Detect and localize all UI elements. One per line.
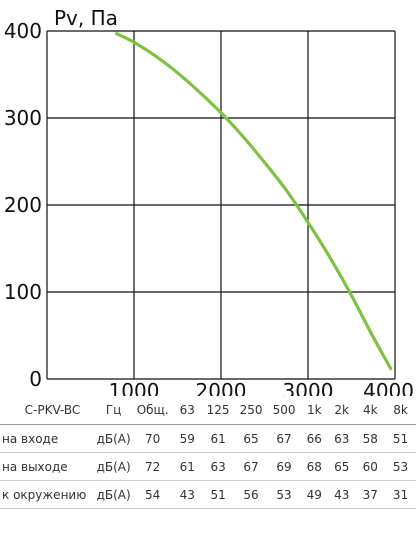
table-cell: 65 [327,452,356,481]
noise-table: C-PKV-BC Гц Общ. 63 125 250 500 1k 2k 4k 8k на вход… [0,396,416,509]
table-column-header: 1k [300,396,328,425]
table-header-row: C-PKV-BC Гц Общ. 63 125 250 500 1k 2k 4k 8k [0,396,416,425]
table-column-header: 4k [355,396,386,425]
table-row: на входе дБ(А) 70 59 61 65 67 66 63 58 51 [0,424,416,453]
table-cell: 61 [173,452,202,481]
table-column-header: Гц [94,396,133,425]
table-cell: 51 [385,424,416,453]
table-cell: 60 [355,452,386,481]
table-column-header: 125 [201,396,235,425]
table-cell: 61 [201,424,235,453]
y-tick-label: 200 [4,193,42,217]
table-cell: 63 [201,452,235,481]
table-cell: 59 [173,424,202,453]
y-axis-label: Pv, Па [54,6,118,30]
row-unit: дБ(А) [94,452,133,481]
table-cell: 53 [385,452,416,481]
series-line [115,32,393,371]
x-tick-label: 4000 [363,379,414,396]
table-cell: 31 [385,480,416,509]
table-column-header: 63 [173,396,202,425]
y-tick-label: 300 [4,106,42,130]
table-cell: 58 [355,424,386,453]
row-unit: дБ(А) [94,480,133,509]
table-cell: 43 [327,480,356,509]
x-tick-label: 1000 [109,379,160,396]
x-tick-label: 3000 [283,379,334,396]
table-cell: 69 [267,452,301,481]
table-column-header: Общ. [132,396,174,425]
y-tick-label: 400 [4,19,42,43]
x-tick-label: 2000 [196,379,247,396]
table-cell: 56 [234,480,268,509]
row-unit: дБ(А) [94,424,133,453]
y-tick-label: 0 [29,367,42,391]
table-column-header: 2k [327,396,356,425]
table-cell: 37 [355,480,386,509]
row-label: на входе [0,424,95,453]
row-label: на выходе [0,452,95,481]
table-model-name: C-PKV-BC [0,396,95,425]
table-cell: 49 [300,480,328,509]
table-row: к окружению дБ(А) 54 43 51 56 53 49 43 37 31 [0,480,416,509]
table-cell: 54 [132,480,174,509]
table-row: на выходе дБ(А) 72 61 63 67 69 68 65 60 53 [0,452,416,481]
table-column-header: 500 [267,396,301,425]
table-column-header: 8k [385,396,416,425]
chart-series [115,32,393,371]
table-column-header: 250 [234,396,268,425]
table-cell: 70 [132,424,174,453]
tick-labels: 0 100 200 300 400 1000 2000 3000 4000 [4,19,414,396]
table-cell: 63 [327,424,356,453]
chart-grid [46,30,396,380]
table-cell: 68 [300,452,328,481]
table-cell: 72 [132,452,174,481]
table-cell: 53 [267,480,301,509]
table-cell: 51 [201,480,235,509]
table-cell: 65 [234,424,268,453]
table-cell: 43 [173,480,202,509]
row-label: к окружению [0,480,95,509]
y-tick-label: 100 [4,280,42,304]
table-cell: 67 [234,452,268,481]
table-cell: 67 [267,424,301,453]
table-cell: 66 [300,424,328,453]
